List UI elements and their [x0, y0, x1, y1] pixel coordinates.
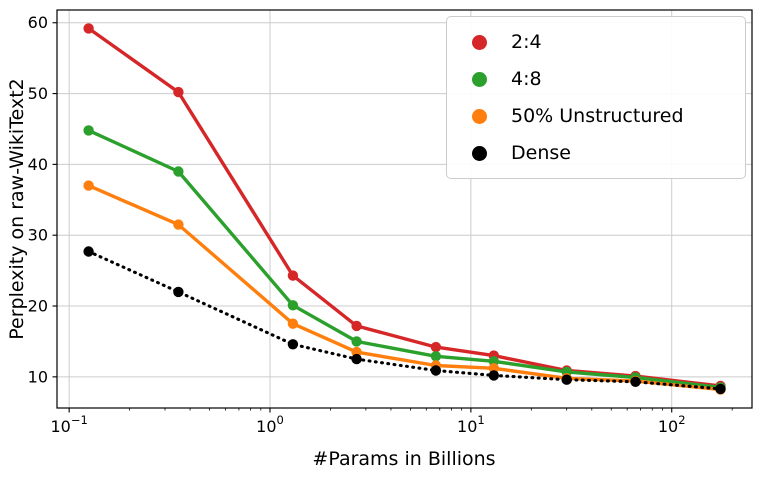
data-point-marker — [287, 318, 299, 329]
series-4-8 — [83, 125, 726, 393]
data-point-marker — [630, 376, 641, 387]
legend-item-50-unstructured: 50% Unstructured — [461, 102, 727, 130]
legend-marker-icon — [471, 145, 487, 161]
legend-handle — [461, 145, 497, 161]
data-point-marker — [351, 320, 362, 332]
legend-handle — [461, 34, 497, 50]
data-point-marker — [173, 286, 184, 298]
y-tick-label: 40 — [28, 155, 48, 174]
legend-handle — [461, 108, 497, 124]
data-point-marker — [715, 383, 726, 395]
y-tick-label: 20 — [28, 297, 48, 316]
data-point-marker — [83, 246, 94, 257]
data-point-marker — [287, 270, 299, 281]
y-axis-label: Perplexity on raw-WikiText2 — [6, 78, 28, 340]
series-dense — [83, 246, 726, 395]
legend-item-dense: Dense — [461, 139, 727, 167]
legend-item-4-8: 4:8 — [461, 65, 727, 93]
x-tick-label: 10−1 — [50, 413, 87, 436]
y-tick-label: 10 — [28, 367, 48, 386]
legend-label: Dense — [511, 142, 571, 164]
y-tick-label: 50 — [28, 84, 48, 103]
data-point-marker — [173, 219, 184, 230]
data-point-marker — [83, 180, 94, 191]
data-point-marker — [430, 351, 442, 362]
series-line — [87, 249, 723, 391]
data-point-marker — [287, 339, 299, 350]
data-point-marker — [83, 125, 94, 136]
data-point-marker — [430, 365, 442, 376]
data-point-marker — [351, 353, 362, 365]
legend-label: 50% Unstructured — [511, 105, 684, 127]
legend-label: 4:8 — [511, 68, 542, 90]
data-point-marker — [173, 166, 184, 177]
legend-item-2-4: 2:4 — [461, 28, 727, 56]
legend-marker-icon — [471, 108, 487, 124]
data-point-marker — [488, 370, 499, 381]
data-point-marker — [351, 336, 362, 347]
legend-handle — [461, 71, 497, 87]
data-point-marker — [430, 341, 442, 353]
y-tick-label: 60 — [28, 13, 48, 32]
x-tick-label: 102 — [658, 413, 686, 436]
legend: 2:4 4:8 50% Unstructured Dense — [446, 16, 746, 179]
data-point-marker — [287, 300, 299, 311]
data-point-marker — [173, 86, 184, 98]
legend-marker-icon — [471, 34, 487, 50]
legend-marker-icon — [471, 71, 487, 87]
plot-border — [56, 9, 753, 409]
x-axis-label: #Params in Billions — [312, 448, 496, 470]
data-point-marker — [83, 23, 94, 34]
series-line — [87, 184, 721, 392]
x-tick-label: 101 — [457, 413, 485, 436]
y-tick-label: 30 — [28, 226, 48, 245]
legend-label: 2:4 — [511, 31, 542, 53]
x-tick-label: 100 — [256, 413, 284, 436]
data-point-marker — [561, 374, 572, 385]
